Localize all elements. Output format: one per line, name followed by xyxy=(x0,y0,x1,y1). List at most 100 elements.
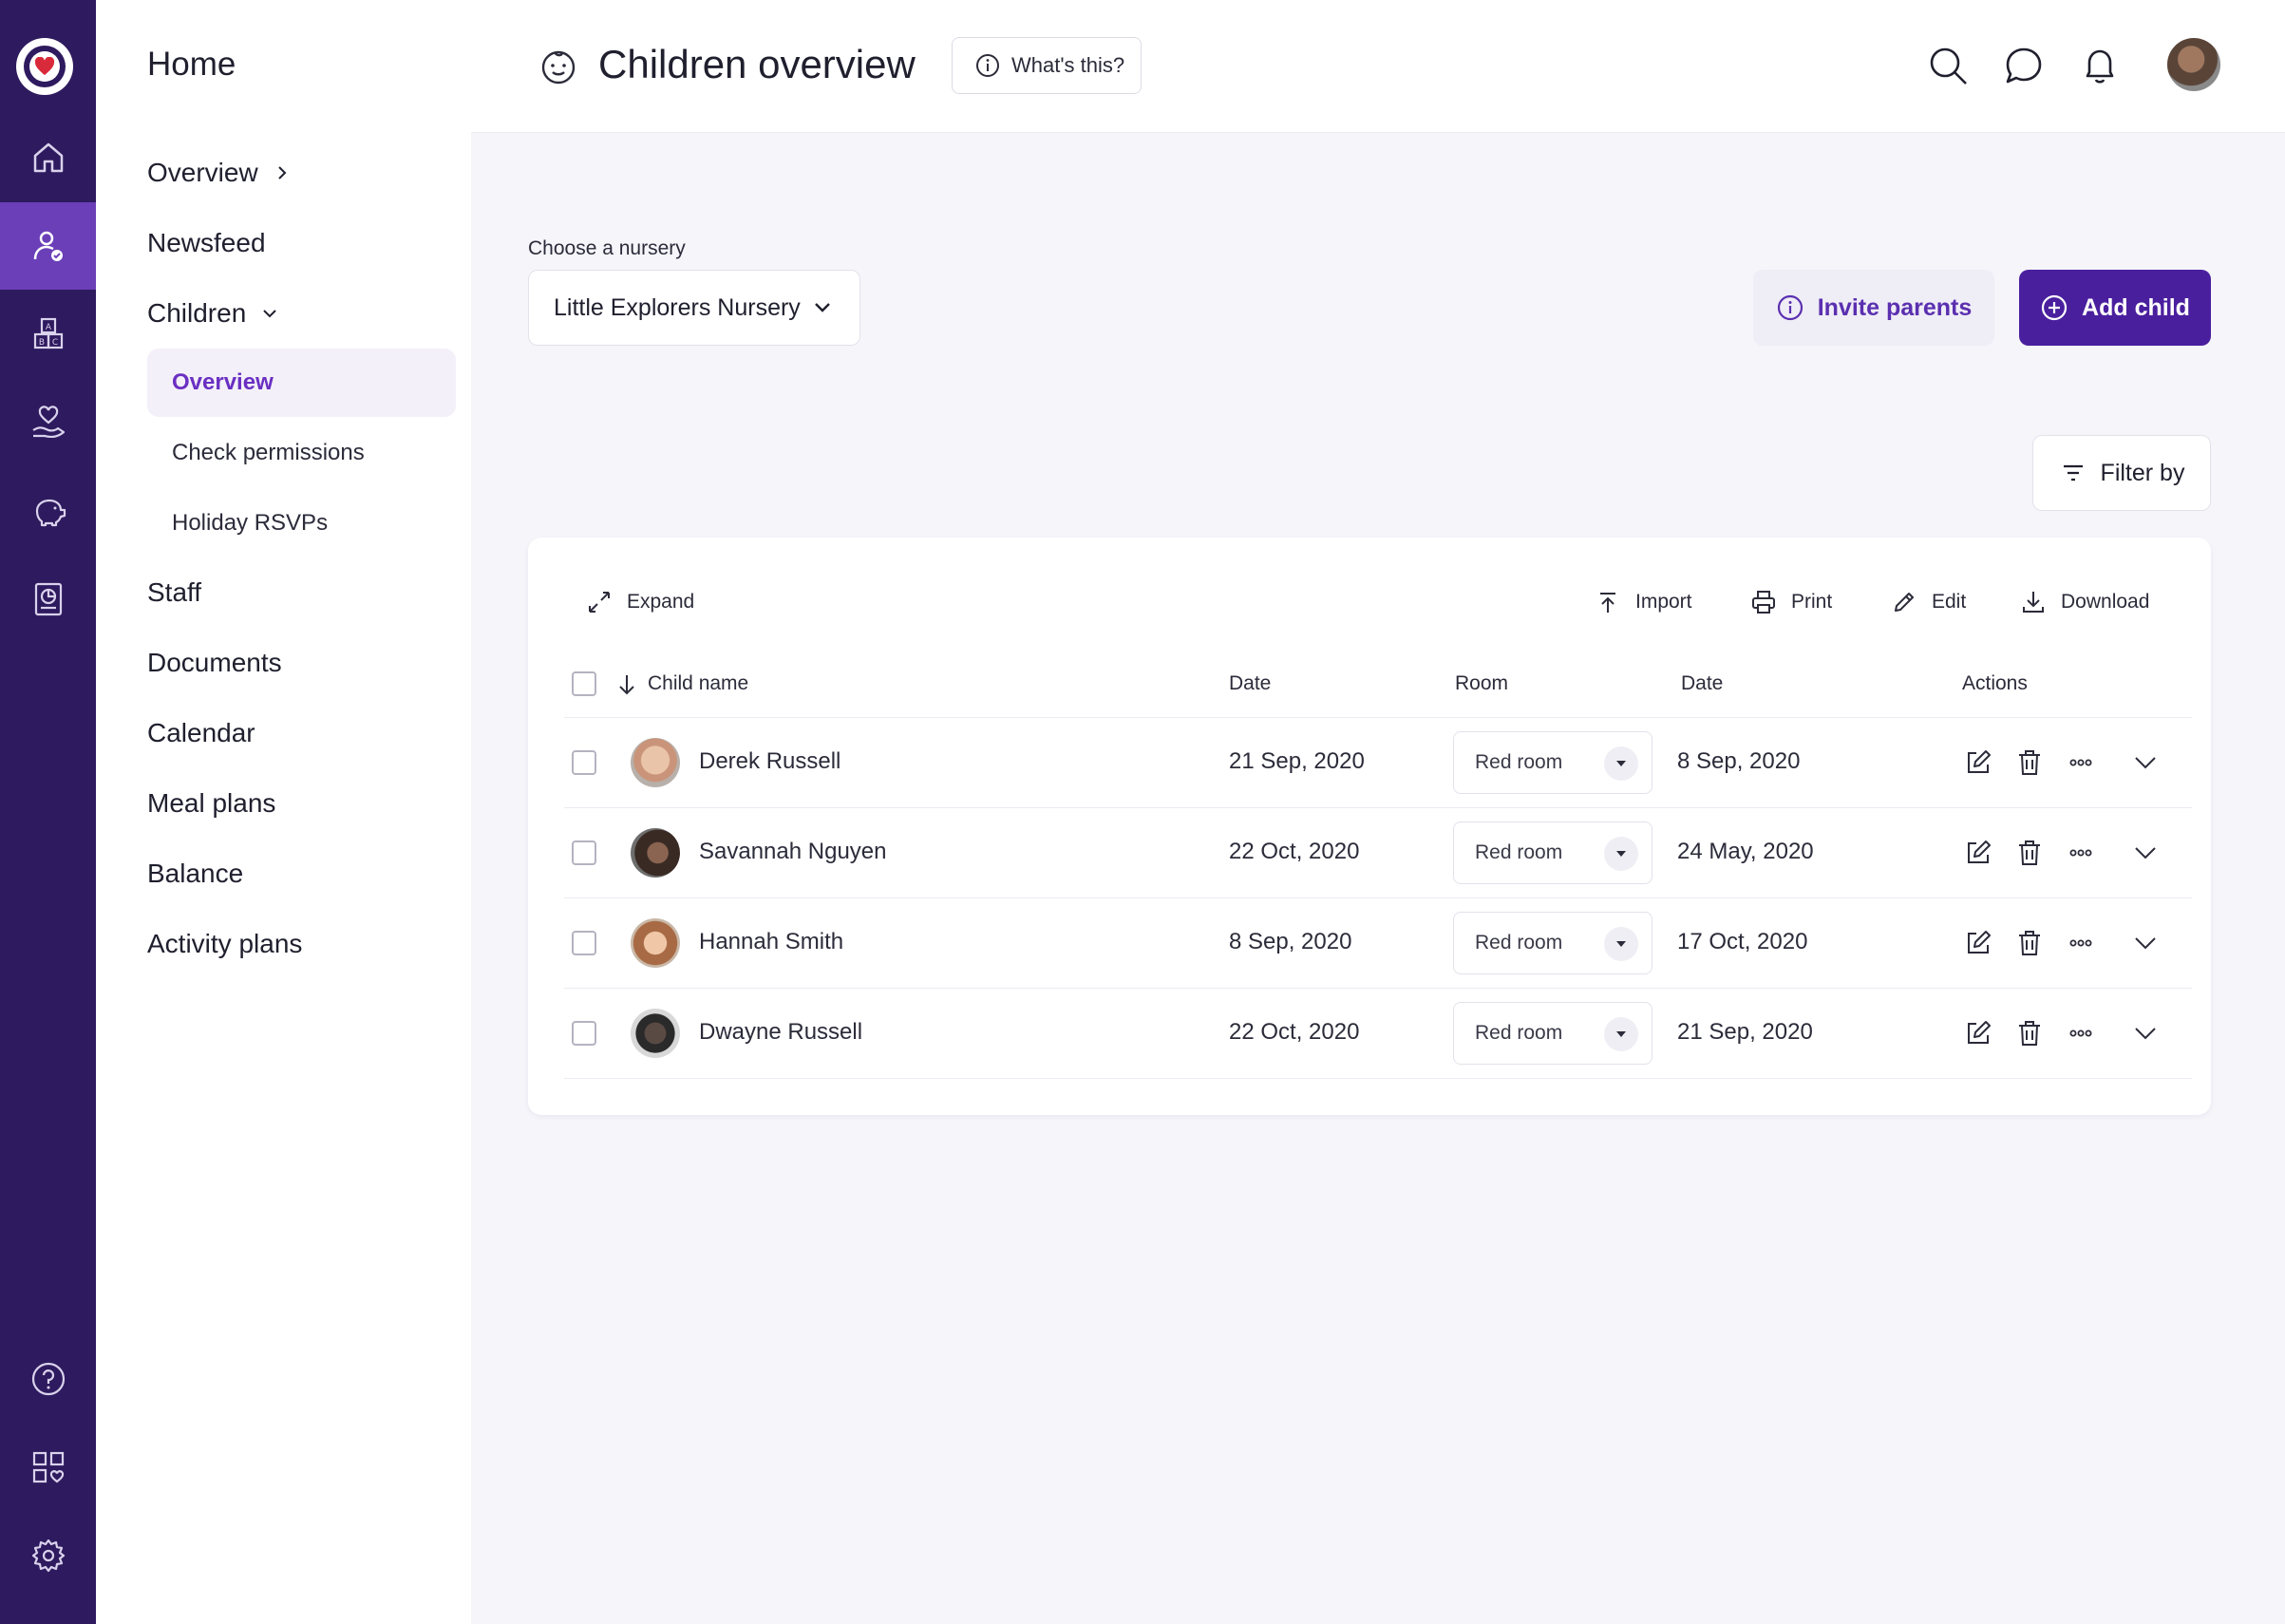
print-button[interactable]: Print xyxy=(1749,583,1832,621)
row-checkbox[interactable] xyxy=(572,931,596,955)
chevron-down-icon[interactable] xyxy=(2129,837,2162,869)
heart-hand-icon xyxy=(31,406,65,439)
edit-icon[interactable] xyxy=(1962,837,1994,869)
more-icon[interactable] xyxy=(2065,746,2097,779)
row-checkbox[interactable] xyxy=(572,840,596,865)
column-header-child-name[interactable]: Child name xyxy=(648,672,749,694)
nav-children-overview-label: Overview xyxy=(172,369,274,395)
home-icon xyxy=(33,142,63,173)
chevron-down-icon[interactable] xyxy=(2129,1017,2162,1049)
edit-button[interactable]: Edit xyxy=(1890,583,1966,621)
table-row[interactable]: Derek Russell 21 Sep, 2020 Red room 8 Se… xyxy=(564,718,2192,808)
trash-icon[interactable] xyxy=(2013,837,2046,869)
nav-meal-plans-label: Meal plans xyxy=(147,788,276,818)
row-checkbox[interactable] xyxy=(572,750,596,775)
chevron-down-icon[interactable] xyxy=(2129,746,2162,779)
room-select[interactable]: Red room xyxy=(1453,1002,1652,1065)
nav-overview[interactable]: Overview xyxy=(147,158,293,188)
caret-down-icon xyxy=(1604,927,1638,961)
nav-children-overview[interactable]: Overview xyxy=(147,349,456,417)
nav-balance[interactable]: Balance xyxy=(147,859,243,889)
expand-icon xyxy=(589,592,610,613)
caret-down-icon xyxy=(1604,837,1638,871)
table-header: Child name Date Room Date Actions xyxy=(564,651,2192,718)
edit-icon[interactable] xyxy=(1962,746,1994,779)
rail-care[interactable] xyxy=(0,379,96,466)
rail-help[interactable] xyxy=(0,1335,96,1423)
date-cell: 21 Sep, 2020 xyxy=(1229,748,1365,774)
column-header-room[interactable]: Room xyxy=(1455,672,1509,694)
print-label: Print xyxy=(1791,591,1833,613)
nav-staff[interactable]: Staff xyxy=(147,577,201,608)
add-child-label: Add child xyxy=(2082,293,2190,321)
date-cell: 8 Sep, 2020 xyxy=(1677,748,1801,774)
child-name[interactable]: Savannah Nguyen xyxy=(699,839,887,864)
add-child-button[interactable]: Add child xyxy=(2019,270,2211,346)
sort-arrow-down-icon[interactable] xyxy=(615,672,638,697)
room-select-value: Red room xyxy=(1475,932,1563,954)
avatar xyxy=(631,828,680,878)
nav-meal-plans[interactable]: Meal plans xyxy=(147,788,275,819)
search-icon[interactable] xyxy=(1924,42,1972,89)
row-checkbox[interactable] xyxy=(572,1021,596,1046)
more-icon[interactable] xyxy=(2065,1017,2097,1049)
rail-finance[interactable] xyxy=(0,467,96,555)
user-avatar[interactable] xyxy=(2167,38,2220,91)
invite-parents-button[interactable]: Invite parents xyxy=(1753,270,1994,346)
nav-activity-plans[interactable]: Activity plans xyxy=(147,929,302,959)
room-select-value: Red room xyxy=(1475,1022,1563,1044)
expand-button[interactable]: Expand xyxy=(585,583,694,621)
nav-newsfeed[interactable]: Newsfeed xyxy=(147,228,266,258)
rail-home[interactable] xyxy=(0,114,96,201)
abc-blocks-icon: AB C xyxy=(33,317,63,349)
room-select-value: Red room xyxy=(1475,751,1563,773)
bell-icon[interactable] xyxy=(2076,42,2124,89)
filter-by-button[interactable]: Filter by xyxy=(2032,435,2211,511)
help-icon xyxy=(31,1362,65,1396)
rail-children[interactable] xyxy=(0,202,96,290)
nav-staff-label: Staff xyxy=(147,577,202,607)
column-header-date-2[interactable]: Date xyxy=(1681,672,1724,694)
edit-icon[interactable] xyxy=(1962,927,1994,959)
trash-icon[interactable] xyxy=(2013,1017,2046,1049)
room-select[interactable]: Red room xyxy=(1453,821,1652,884)
nav-children[interactable]: Children xyxy=(147,298,280,329)
trash-icon[interactable] xyxy=(2013,927,2046,959)
child-name[interactable]: Hannah Smith xyxy=(699,929,844,954)
table-row[interactable]: Hannah Smith 8 Sep, 2020 Red room 17 Oct… xyxy=(564,898,2192,989)
more-icon[interactable] xyxy=(2065,837,2097,869)
room-select[interactable]: Red room xyxy=(1453,912,1652,974)
trash-icon[interactable] xyxy=(2013,746,2046,779)
nav-holiday-rsvps[interactable]: Holiday RSVPs xyxy=(147,489,456,557)
nav-documents[interactable]: Documents xyxy=(147,648,282,678)
more-icon[interactable] xyxy=(2065,927,2097,959)
room-select[interactable]: Red room xyxy=(1453,731,1652,794)
info-icon xyxy=(976,54,999,77)
date-cell: 21 Sep, 2020 xyxy=(1677,1019,1813,1045)
chat-icon[interactable] xyxy=(2000,42,2048,89)
chevron-down-icon[interactable] xyxy=(2129,927,2162,959)
table-row[interactable]: Savannah Nguyen 22 Oct, 2020 Red room 24… xyxy=(564,808,2192,898)
select-all-checkbox[interactable] xyxy=(572,671,596,696)
rail-apps[interactable] xyxy=(0,1424,96,1511)
child-name[interactable]: Dwayne Russell xyxy=(699,1019,863,1045)
svg-text:C: C xyxy=(51,338,57,348)
table-row[interactable]: Dwayne Russell 22 Oct, 2020 Red room 21 … xyxy=(564,989,2192,1079)
download-button[interactable]: Download xyxy=(2019,583,2149,621)
child-name[interactable]: Derek Russell xyxy=(699,748,841,774)
piggy-bank-icon xyxy=(35,499,66,527)
nav-calendar[interactable]: Calendar xyxy=(147,718,255,748)
nursery-select[interactable]: Little Explorers Nursery xyxy=(528,270,860,346)
import-button[interactable]: Import xyxy=(1594,583,1692,621)
download-icon xyxy=(2023,592,2044,613)
rail-settings[interactable] xyxy=(0,1512,96,1599)
app-logo[interactable] xyxy=(16,38,73,95)
column-header-date[interactable]: Date xyxy=(1229,672,1272,694)
nav-overview-label: Overview xyxy=(147,158,258,187)
rail-reports[interactable] xyxy=(0,556,96,643)
nav-check-permissions[interactable]: Check permissions xyxy=(147,419,456,487)
whats-this-button[interactable]: What's this? xyxy=(952,37,1142,94)
edit-icon[interactable] xyxy=(1962,1017,1994,1049)
edit-label: Edit xyxy=(1932,591,1967,613)
